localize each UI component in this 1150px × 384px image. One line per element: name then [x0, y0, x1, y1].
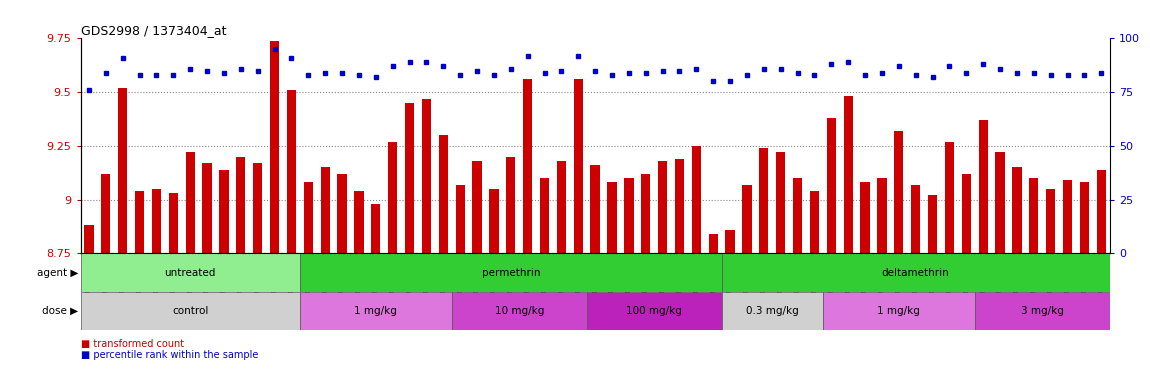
Bar: [691, 146, 702, 253]
Text: ■ percentile rank within the sample: ■ percentile rank within the sample: [81, 350, 258, 360]
Bar: [1046, 189, 1056, 253]
Bar: [722, 292, 823, 330]
Bar: [300, 253, 722, 292]
Bar: [438, 135, 447, 253]
Bar: [722, 253, 1110, 292]
Text: agent ▶: agent ▶: [37, 268, 78, 278]
Bar: [860, 182, 869, 253]
Bar: [590, 165, 600, 253]
Text: 10 mg/kg: 10 mg/kg: [494, 306, 544, 316]
Bar: [827, 118, 836, 253]
Bar: [405, 103, 414, 253]
Bar: [823, 292, 975, 330]
Bar: [286, 90, 296, 253]
Bar: [658, 161, 667, 253]
Text: deltamethrin: deltamethrin: [882, 268, 950, 278]
Bar: [1097, 170, 1106, 253]
Text: 1 mg/kg: 1 mg/kg: [354, 306, 397, 316]
Bar: [489, 189, 499, 253]
Bar: [586, 292, 722, 330]
Bar: [979, 120, 988, 253]
Bar: [641, 174, 651, 253]
Bar: [759, 148, 768, 253]
Bar: [118, 88, 128, 253]
Bar: [152, 189, 161, 253]
Bar: [945, 142, 954, 253]
Bar: [895, 131, 904, 253]
Bar: [455, 185, 465, 253]
Bar: [422, 99, 431, 253]
Bar: [1012, 167, 1021, 253]
Text: control: control: [172, 306, 208, 316]
Bar: [793, 178, 803, 253]
Bar: [304, 182, 313, 253]
Bar: [844, 96, 853, 253]
Bar: [624, 178, 634, 253]
Bar: [523, 79, 532, 253]
Bar: [473, 161, 482, 253]
Bar: [220, 170, 229, 253]
Bar: [1080, 182, 1089, 253]
Bar: [321, 167, 330, 253]
Bar: [169, 193, 178, 253]
Bar: [452, 292, 586, 330]
Bar: [354, 191, 363, 253]
Bar: [388, 142, 397, 253]
Bar: [202, 163, 212, 253]
Text: GDS2998 / 1373404_at: GDS2998 / 1373404_at: [81, 24, 227, 37]
Bar: [726, 230, 735, 253]
Bar: [1063, 180, 1072, 253]
Bar: [506, 157, 515, 253]
Bar: [337, 174, 346, 253]
Bar: [911, 185, 920, 253]
Bar: [101, 174, 110, 253]
Bar: [810, 191, 819, 253]
Bar: [928, 195, 937, 253]
Bar: [877, 178, 887, 253]
Bar: [253, 163, 262, 253]
Bar: [675, 159, 684, 253]
Text: 3 mg/kg: 3 mg/kg: [1021, 306, 1064, 316]
Text: permethrin: permethrin: [482, 268, 540, 278]
Bar: [236, 157, 245, 253]
Bar: [574, 79, 583, 253]
Bar: [996, 152, 1005, 253]
Bar: [607, 182, 616, 253]
Bar: [81, 253, 300, 292]
Text: dose ▶: dose ▶: [43, 306, 78, 316]
Text: 100 mg/kg: 100 mg/kg: [627, 306, 682, 316]
Bar: [743, 185, 752, 253]
Bar: [371, 204, 381, 253]
Bar: [557, 161, 566, 253]
Bar: [975, 292, 1110, 330]
Text: ■ transformed count: ■ transformed count: [81, 339, 184, 349]
Bar: [961, 174, 971, 253]
Bar: [81, 292, 300, 330]
Text: 0.3 mg/kg: 0.3 mg/kg: [746, 306, 798, 316]
Bar: [1029, 178, 1038, 253]
Text: untreated: untreated: [164, 268, 216, 278]
Bar: [135, 191, 144, 253]
Bar: [708, 234, 718, 253]
Bar: [776, 152, 785, 253]
Bar: [270, 41, 279, 253]
Bar: [539, 178, 550, 253]
Text: 1 mg/kg: 1 mg/kg: [877, 306, 920, 316]
Bar: [185, 152, 194, 253]
Bar: [300, 292, 452, 330]
Bar: [84, 225, 93, 253]
